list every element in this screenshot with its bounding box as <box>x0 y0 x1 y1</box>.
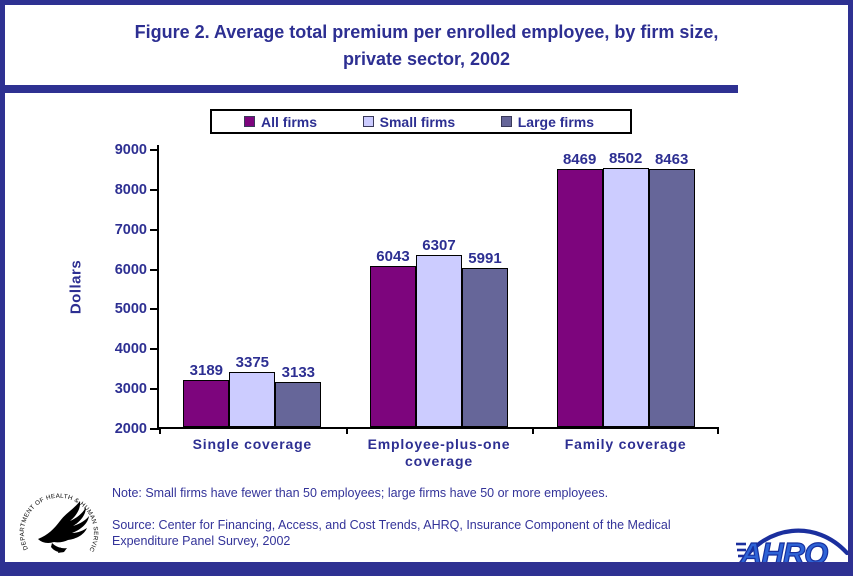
bar-value-label: 8469 <box>562 151 597 169</box>
x-axis-category-label: Employee-plus-one coverage <box>346 436 533 470</box>
bar-value-label: 8502 <box>608 149 643 167</box>
bar-column: 8502 <box>602 145 649 427</box>
bar-small-firms <box>415 255 462 427</box>
bar-large-firms <box>461 267 508 427</box>
legend-label-all-firms: All firms <box>261 113 318 130</box>
bar-small-firms <box>229 372 276 427</box>
bar-group: 6043 6307 5991 <box>346 145 533 427</box>
bar-column: 6307 <box>415 145 462 427</box>
y-axis-tick-label: 6000 <box>114 261 147 278</box>
x-axis-category-label: Family coverage <box>532 436 719 453</box>
bar-large-firms <box>275 381 322 427</box>
y-axis-tick <box>150 268 159 271</box>
y-axis-tick <box>150 388 159 391</box>
hhs-circle-text: DEPARTMENT OF HEALTH & HUMAN SERVICES · … <box>14 483 99 553</box>
bar-large-firms <box>648 169 695 427</box>
legend-item-all-firms: All firms <box>244 114 317 130</box>
bar-column: 3375 <box>229 145 276 427</box>
ahrq-swoosh-icon <box>738 528 848 566</box>
bar-column: 3133 <box>275 145 322 427</box>
legend-item-large-firms: Large firms <box>500 113 594 130</box>
x-axis-tick <box>717 427 719 434</box>
legend-swatch-small-firms-icon <box>362 116 374 127</box>
bar-value-label: 6043 <box>376 247 410 265</box>
y-axis-tick <box>150 428 159 430</box>
x-axis-category-label-text: Family coverage <box>564 436 687 452</box>
y-axis-tick <box>150 149 159 151</box>
bar-column: 3189 <box>183 145 230 427</box>
y-axis-title: Dollars <box>67 259 85 315</box>
y-axis-tick-label: 2000 <box>114 421 147 437</box>
bar-group: 8469 8502 8463 <box>532 145 719 427</box>
legend-label-small-firms: Small firms <box>379 113 456 130</box>
y-axis-tick-label: 3000 <box>114 381 147 398</box>
bar-column: 8463 <box>648 145 695 427</box>
bar-group: 3189 3375 3133 <box>159 145 346 427</box>
x-axis-tick <box>532 427 535 434</box>
bottom-bar <box>5 562 848 571</box>
svg-text:DEPARTMENT OF HEALTH & HUMAN S: DEPARTMENT OF HEALTH & HUMAN SERVICES · … <box>14 483 99 553</box>
x-axis-category-label: Single coverage <box>159 436 346 453</box>
hhs-eagle-icon <box>38 501 89 553</box>
legend-label-large-firms: Large firms <box>517 113 594 130</box>
bar-all-firms <box>556 169 603 427</box>
y-axis-tick <box>150 348 159 351</box>
bar-value-label: 3375 <box>235 354 270 372</box>
bar-all-firms <box>183 379 230 427</box>
y-axis-tick-label: 9000 <box>114 142 147 158</box>
x-axis-category-label-text: Employee-plus-one coverage <box>367 436 511 469</box>
figure-title: Figure 2. Average total premium per enro… <box>5 19 848 73</box>
y-axis-tick-label: 8000 <box>114 181 147 198</box>
chart-legend: All firms Small firms Large firms <box>210 109 632 134</box>
legend-item-small-firms: Small firms <box>362 113 456 130</box>
note-text: Note: Small firms have fewer than 50 emp… <box>112 486 609 500</box>
x-axis-tick <box>159 427 161 434</box>
bar-all-firms <box>369 265 416 427</box>
bar-value-label: 3133 <box>281 363 316 381</box>
y-axis-tick-label: 4000 <box>114 341 147 358</box>
figure-title-line2: private sector, 2002 <box>342 49 511 69</box>
bar-small-firms <box>602 167 649 427</box>
y-axis-tick <box>150 308 159 311</box>
y-axis-tick-label: 7000 <box>114 221 147 238</box>
x-axis-tick <box>345 427 348 434</box>
source-text: Source: Center for Financing, Access, an… <box>112 518 671 548</box>
bar-value-label: 8463 <box>654 151 689 169</box>
bar-value-label: 5991 <box>468 249 502 267</box>
bar-value-label: 3189 <box>189 361 224 379</box>
title-divider-bar <box>5 85 738 93</box>
bar-column: 5991 <box>461 145 508 427</box>
bar-column: 6043 <box>369 145 416 427</box>
y-axis-tick-label: 5000 <box>114 301 147 318</box>
bar-column: 8469 <box>556 145 603 427</box>
plot-area: 2000 3000 4000 5000 6000 7000 8000 9000 3189 3375… <box>115 142 719 469</box>
legend-swatch-all-firms-icon <box>244 116 255 127</box>
hhs-logo: DEPARTMENT OF HEALTH & HUMAN SERVICES · … <box>14 483 99 553</box>
x-axis-category-label-text: Single coverage <box>192 436 313 452</box>
y-axis-tick <box>150 188 159 191</box>
y-axis-tick <box>150 228 159 231</box>
legend-swatch-large-firms-icon <box>500 116 512 127</box>
figure-title-line1: Figure 2. Average total premium per enro… <box>134 22 719 42</box>
bar-value-label: 6307 <box>422 237 456 255</box>
ahrq-speed-lines-icon <box>736 542 746 558</box>
